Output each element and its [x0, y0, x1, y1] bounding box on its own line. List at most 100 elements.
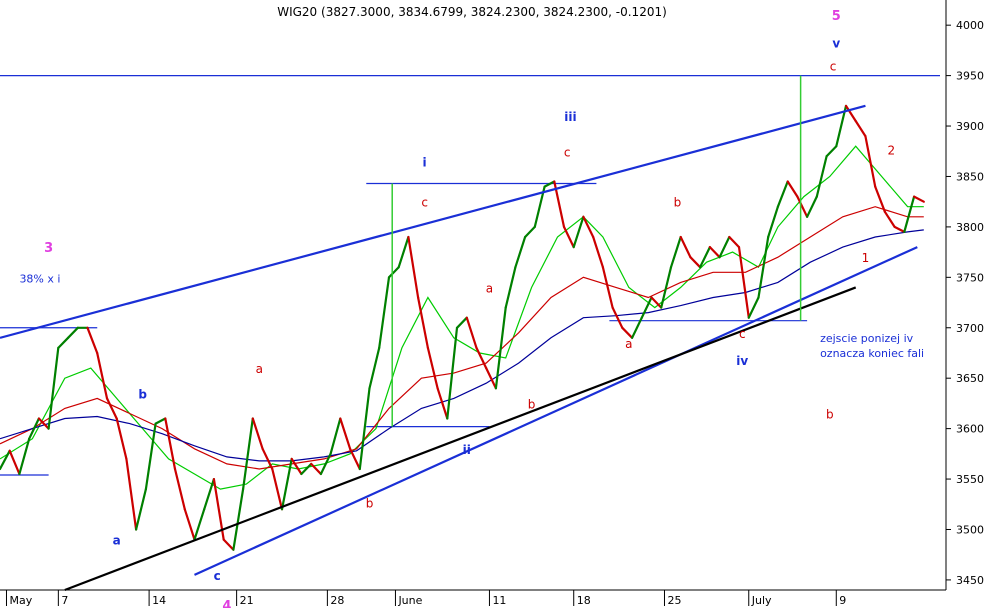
y-tick-label: 3550	[956, 473, 984, 486]
price-segment	[621, 326, 634, 339]
price-segment	[144, 422, 157, 491]
wave-label: 38% x i	[19, 272, 60, 285]
trendline	[64, 286, 857, 592]
vertical-markers	[391, 75, 802, 427]
price-segment	[776, 180, 789, 208]
price-segment	[630, 316, 643, 339]
wave-label: b	[366, 496, 374, 510]
price-segment	[582, 215, 595, 239]
wave-label: i	[423, 155, 427, 169]
wave-label: iii	[564, 110, 576, 124]
trendline	[0, 104, 866, 339]
moving-average-line	[0, 229, 924, 462]
price-segment	[105, 397, 118, 420]
level-lines	[0, 75, 940, 476]
price-segment	[0, 449, 11, 471]
wave-label: c	[214, 569, 221, 583]
x-tick-label: May	[9, 594, 32, 607]
price-segment	[154, 417, 167, 425]
price-segment	[242, 417, 254, 491]
price-segment	[18, 437, 31, 476]
price-segment	[426, 346, 439, 390]
price-segment	[222, 538, 235, 551]
price-segment	[767, 205, 780, 239]
price-segment	[796, 195, 809, 218]
price-segment	[349, 447, 361, 471]
wave-label: 5	[832, 9, 841, 24]
price-segment	[874, 185, 887, 213]
price-segment	[611, 306, 624, 329]
price-segment	[173, 467, 186, 511]
wave-label: b	[138, 387, 147, 401]
price-segment	[28, 417, 41, 440]
price-segment	[378, 276, 391, 349]
price-segment	[475, 346, 488, 370]
y-tick-label: 3850	[956, 170, 984, 183]
x-tick-label: 18	[577, 594, 591, 607]
price-segment	[592, 235, 605, 269]
price-segment	[193, 508, 206, 541]
price-segment	[708, 246, 721, 259]
y-tick-label: 3700	[956, 322, 984, 335]
price-segment	[300, 462, 313, 476]
price-segment	[485, 367, 497, 390]
wave-label: 4	[222, 599, 231, 608]
wave-label: c	[830, 60, 837, 74]
y-tick-label: 3800	[956, 221, 984, 234]
price-segment	[689, 256, 702, 269]
price-segment	[640, 296, 653, 319]
price-segment	[805, 195, 818, 218]
price-segment	[728, 235, 741, 249]
wave-label: ii	[463, 443, 471, 457]
price-segment	[757, 235, 770, 299]
price-segment	[747, 296, 760, 319]
wave-label: a	[256, 362, 263, 376]
price-series	[0, 104, 925, 551]
price-segment	[825, 145, 838, 158]
price-segment	[310, 462, 322, 476]
price-segment	[698, 246, 712, 269]
price-segment	[446, 326, 459, 420]
trendline	[194, 246, 918, 576]
price-segment	[718, 235, 731, 259]
wave-label: 1	[862, 251, 870, 265]
price-segment	[543, 180, 556, 188]
price-segment	[601, 266, 614, 309]
price-segment	[504, 266, 517, 309]
wave-label: c	[421, 196, 428, 210]
price-segment	[135, 488, 147, 531]
price-segment	[650, 296, 663, 309]
y-tick-label: 3750	[956, 271, 984, 284]
price-segment	[232, 488, 245, 551]
price-segment	[358, 387, 371, 471]
wave-label: b	[528, 397, 536, 411]
price-segment	[737, 246, 750, 319]
price-segment	[417, 296, 429, 349]
wave-label: c	[739, 327, 746, 341]
x-tick-label: 28	[330, 594, 344, 607]
price-segment	[572, 215, 585, 249]
x-tick-label: July	[751, 594, 772, 607]
wave-label: a	[113, 534, 121, 548]
y-axis-ticks: 3450 3500 3550 3600 3650 3700 3750 3800 3850 3900…	[946, 19, 984, 587]
wave-label: iv	[736, 354, 748, 368]
price-segment	[494, 306, 507, 390]
y-tick-label: 4000	[956, 19, 984, 32]
price-segment	[893, 225, 906, 233]
price-segment	[271, 467, 284, 511]
price-segment	[455, 316, 468, 329]
wave-label: a	[486, 281, 493, 295]
wave-label: 2	[888, 143, 896, 157]
price-segment	[57, 336, 70, 349]
price-segment	[261, 447, 274, 471]
chart-title: WIG20 (3827.3000, 3834.6799, 3824.2300, …	[277, 5, 667, 19]
price-segment	[66, 326, 79, 339]
price-segment	[514, 235, 527, 269]
moving-average-line	[0, 206, 924, 470]
wave-label: a	[625, 337, 632, 351]
price-segment	[912, 195, 925, 203]
price-segment	[96, 351, 109, 400]
y-tick-label: 3500	[956, 523, 984, 536]
